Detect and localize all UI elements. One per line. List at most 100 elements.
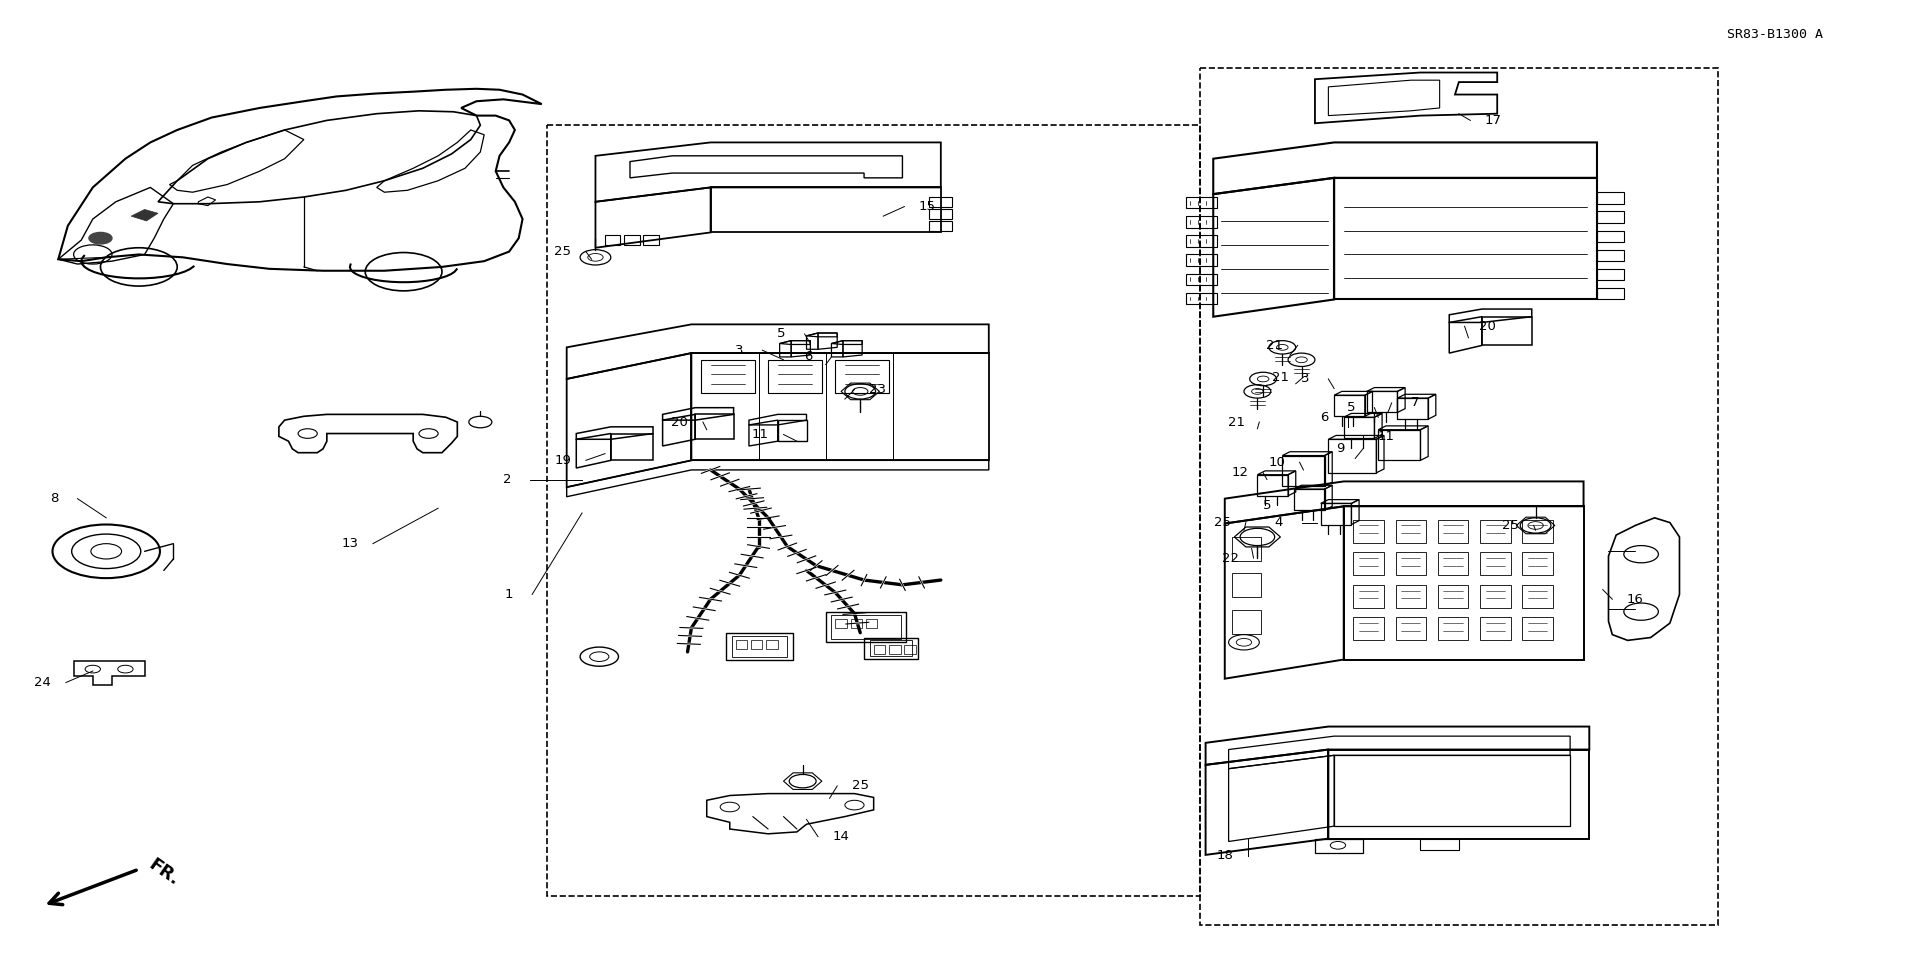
Text: SR83-B1300 A: SR83-B1300 A <box>1728 28 1824 41</box>
Text: 8: 8 <box>50 492 60 505</box>
Bar <box>1438 552 1469 575</box>
Text: 22: 22 <box>1221 551 1238 565</box>
Bar <box>1523 520 1553 543</box>
Text: 15: 15 <box>920 200 935 213</box>
Bar <box>643 235 659 245</box>
Bar <box>1523 552 1553 575</box>
Text: 13: 13 <box>342 537 359 550</box>
Bar <box>1354 618 1384 641</box>
Text: 3: 3 <box>1302 372 1309 386</box>
Bar <box>1354 520 1384 543</box>
Bar <box>732 636 787 657</box>
Bar <box>605 235 620 245</box>
Bar <box>870 641 912 656</box>
Bar <box>1480 618 1511 641</box>
Text: 25: 25 <box>555 246 572 258</box>
Bar <box>1396 618 1427 641</box>
Text: 5: 5 <box>1348 401 1356 414</box>
Text: FR.: FR. <box>144 855 182 889</box>
Polygon shape <box>131 209 157 221</box>
Bar <box>851 620 862 628</box>
Bar <box>864 638 918 659</box>
Bar <box>835 620 847 628</box>
Bar <box>1187 273 1217 285</box>
Text: 5: 5 <box>1263 499 1271 512</box>
Text: 4: 4 <box>1275 516 1283 529</box>
Bar <box>1523 618 1553 641</box>
Bar <box>768 360 822 393</box>
Bar <box>735 641 747 649</box>
Bar <box>831 615 900 640</box>
Text: 9: 9 <box>1336 442 1344 456</box>
Text: 21: 21 <box>1227 415 1244 429</box>
Bar <box>1438 618 1469 641</box>
Bar <box>1597 230 1624 242</box>
Text: 11: 11 <box>753 428 770 441</box>
Bar <box>866 620 877 628</box>
Bar <box>1233 537 1261 561</box>
Bar <box>751 641 762 649</box>
Text: 21: 21 <box>1271 370 1288 384</box>
Text: 3: 3 <box>735 343 743 357</box>
Text: 10: 10 <box>1267 456 1284 469</box>
Bar <box>835 360 889 393</box>
Bar <box>1438 585 1469 608</box>
Text: 6: 6 <box>804 350 812 363</box>
Bar <box>726 633 793 660</box>
Text: 2: 2 <box>503 473 511 486</box>
Bar <box>1233 573 1261 597</box>
Text: 25: 25 <box>852 780 868 792</box>
Bar <box>1597 211 1624 222</box>
Bar <box>1187 216 1217 227</box>
Text: 11: 11 <box>1377 430 1394 443</box>
Bar <box>874 645 885 654</box>
Bar <box>826 612 906 643</box>
Text: 23: 23 <box>870 383 885 396</box>
Bar <box>1354 552 1384 575</box>
Bar <box>1187 254 1217 266</box>
Bar <box>1315 838 1363 853</box>
Text: 7: 7 <box>1411 396 1419 409</box>
Text: 18: 18 <box>1217 850 1233 862</box>
Bar <box>1354 585 1384 608</box>
Bar <box>1187 292 1217 304</box>
Bar <box>547 126 1200 896</box>
Text: 19: 19 <box>555 454 572 467</box>
Bar <box>904 645 916 654</box>
Bar <box>1597 192 1624 203</box>
Text: 21: 21 <box>1265 339 1283 352</box>
Bar <box>929 209 952 219</box>
Bar <box>1438 520 1469 543</box>
Bar <box>1480 552 1511 575</box>
Bar <box>1597 249 1624 261</box>
Text: 25: 25 <box>1501 519 1519 532</box>
Text: 25: 25 <box>1213 516 1231 529</box>
Bar <box>1523 585 1553 608</box>
Bar <box>1233 610 1261 634</box>
Bar <box>1187 197 1217 208</box>
Circle shape <box>88 232 111 244</box>
Bar <box>1396 552 1427 575</box>
Bar <box>1421 838 1459 850</box>
Text: 16: 16 <box>1626 593 1644 606</box>
Bar <box>1480 585 1511 608</box>
Text: 6: 6 <box>1321 410 1329 424</box>
Bar <box>1597 269 1624 280</box>
Bar <box>1396 585 1427 608</box>
Bar <box>624 235 639 245</box>
Bar <box>1187 235 1217 246</box>
Text: 14: 14 <box>833 830 849 843</box>
Bar <box>1396 520 1427 543</box>
Text: 20: 20 <box>672 415 689 429</box>
Text: 20: 20 <box>1478 319 1496 333</box>
Bar <box>701 360 755 393</box>
Text: 17: 17 <box>1484 114 1501 127</box>
Text: 24: 24 <box>35 676 52 689</box>
Text: 1: 1 <box>505 588 513 601</box>
Text: 12: 12 <box>1231 466 1248 480</box>
Text: 5: 5 <box>778 327 785 340</box>
Bar <box>929 221 952 230</box>
Bar <box>1200 68 1718 924</box>
Bar <box>766 641 778 649</box>
Bar <box>889 645 900 654</box>
